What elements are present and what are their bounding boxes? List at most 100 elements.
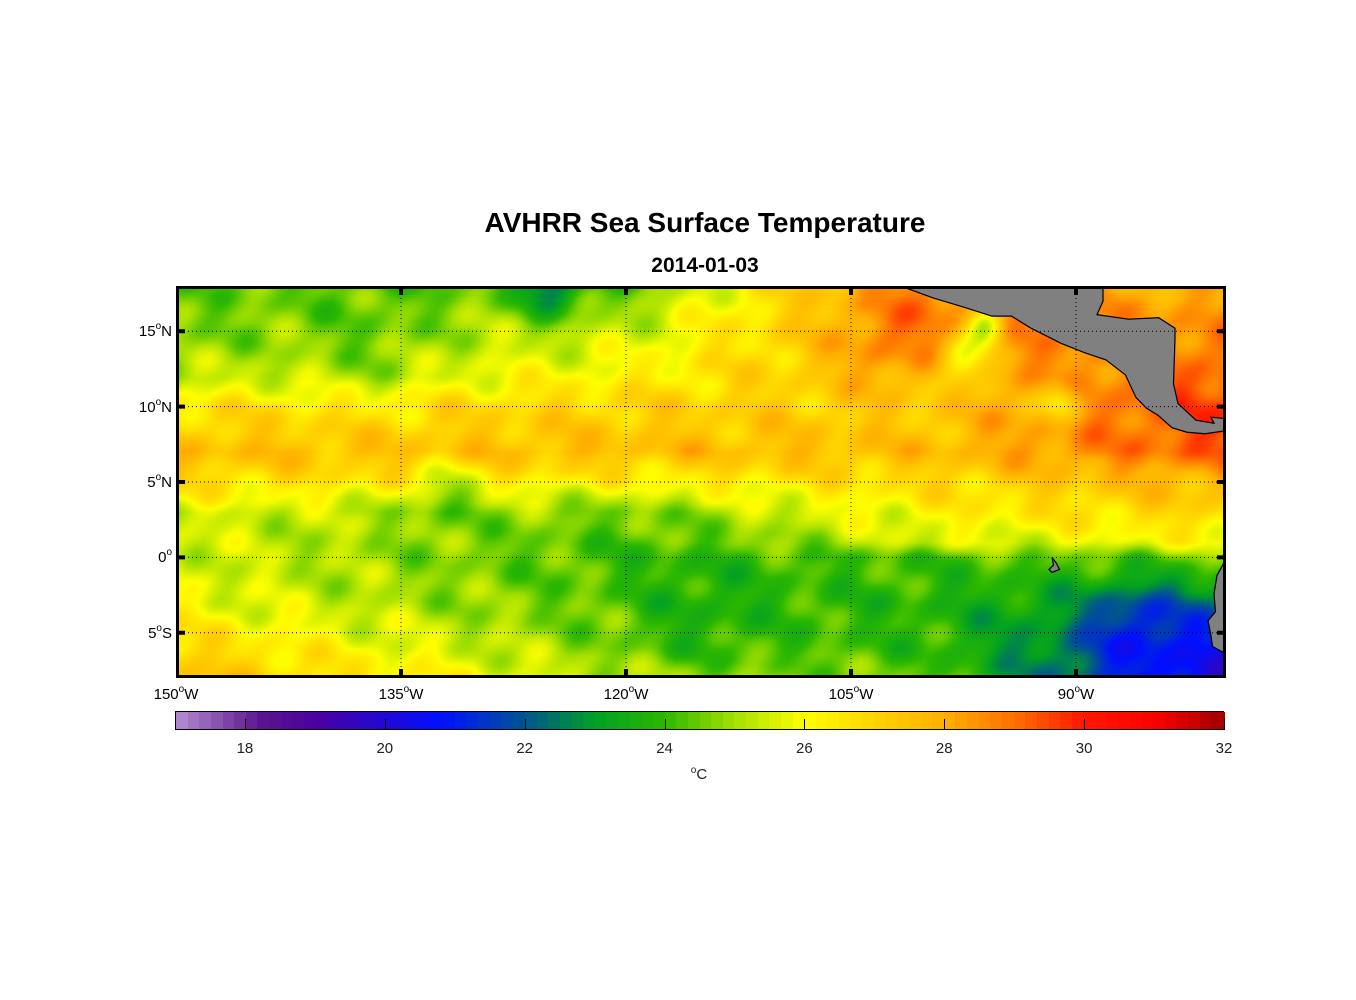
lat-tick-label: 5oN <box>147 472 172 491</box>
colorbar-segment <box>408 712 423 729</box>
colorbar-segment <box>1211 712 1226 729</box>
lon-tick-label: 105oW <box>829 684 874 703</box>
degree-sign: o <box>155 396 162 408</box>
colorbar-segment <box>1153 712 1167 729</box>
colorbar-tick-mark <box>1224 719 1225 730</box>
colorbar-tick-mark <box>664 719 666 730</box>
colorbar-segment <box>594 712 609 729</box>
lat-tick-label: 0o <box>158 547 172 566</box>
colorbar-segment <box>362 712 376 729</box>
lon-tick-label: 120oW <box>604 684 649 703</box>
colorbar-segment <box>199 712 213 729</box>
degree-sign: o <box>1074 684 1081 695</box>
colorbar-segment <box>815 712 830 729</box>
colorbar-segment <box>466 712 481 729</box>
colorbar-segment <box>571 712 586 729</box>
colorbar-segment <box>734 712 749 729</box>
tick-hemisphere: W <box>859 686 874 703</box>
colorbar-segment <box>176 712 190 729</box>
colorbar-segment <box>874 712 888 729</box>
colorbar-segment <box>978 712 993 729</box>
tick-value: 0 <box>158 549 167 567</box>
colorbar-segment <box>1095 712 1109 729</box>
tick-hemisphere: S <box>161 624 172 642</box>
colorbar-segment <box>1036 712 1051 729</box>
tick-value: 5 <box>147 474 156 491</box>
colorbar-tick-label: 32 <box>1215 740 1233 757</box>
colorbar-tick-mark <box>244 719 246 730</box>
colorbar-segment <box>431 712 446 729</box>
degree-sign: o <box>166 547 172 559</box>
colorbar-segment <box>722 712 737 729</box>
lon-tick-label: 90oW <box>1058 684 1094 703</box>
colorbar-segment <box>885 712 900 729</box>
colorbar-segment <box>618 712 632 729</box>
chart-title: AVHRR Sea Surface Temperature <box>484 207 926 238</box>
degree-sign: o <box>690 765 697 776</box>
colorbar-segment <box>757 712 772 729</box>
colorbar-segment <box>187 712 202 729</box>
tick-hemisphere: W <box>1080 686 1095 703</box>
colorbar-segment <box>780 712 795 729</box>
colorbar-segment <box>210 712 225 729</box>
colorbar-segment <box>850 712 865 729</box>
colorbar-segment <box>292 712 307 729</box>
colorbar-segment <box>478 712 493 729</box>
colorbar-segment <box>1164 712 1179 729</box>
colorbar-segment <box>839 712 853 729</box>
colorbar-segment <box>792 712 807 729</box>
colorbar-segment <box>687 712 702 729</box>
colorbar-tick-label: 20 <box>376 740 394 757</box>
central-america-land <box>900 286 1226 435</box>
colorbar-segment <box>583 712 597 729</box>
colorbar-segment <box>664 712 679 729</box>
colorbar-segment <box>897 712 911 729</box>
colorbar-segment <box>303 712 318 729</box>
tick-hemisphere: W <box>409 686 424 703</box>
degree-sign: o <box>155 472 162 483</box>
colorbar-segment <box>1176 712 1191 729</box>
colorbar-tick-label: 22 <box>516 740 533 757</box>
unit-label: C <box>696 766 708 783</box>
colorbar-segment <box>1001 712 1016 729</box>
chart-subtitle: 2014-01-03 <box>651 254 759 277</box>
colorbar-segment <box>257 712 272 729</box>
colorbar-segment <box>920 712 935 729</box>
colorbar-segment <box>746 712 760 729</box>
colorbar-segment <box>862 712 877 729</box>
colorbar-segment <box>932 712 946 729</box>
tick-hemisphere: N <box>161 323 172 341</box>
colorbar-segment <box>990 712 1005 729</box>
colorbar-tick-label: 26 <box>796 740 813 757</box>
tick-hemisphere: W <box>634 686 649 703</box>
south-america-land <box>1207 558 1226 655</box>
colorbar-segment <box>548 712 562 729</box>
colorbar-segment <box>1048 712 1063 729</box>
colorbar-segment <box>629 712 644 729</box>
degree-sign: o <box>853 684 860 695</box>
colorbar-segment <box>280 712 295 729</box>
colorbar-tick-label: 28 <box>935 740 953 757</box>
tick-value: 105 <box>828 686 854 703</box>
colorbar-segment <box>1141 712 1156 729</box>
colorbar-segment <box>1129 712 1144 729</box>
colorbar-segment <box>1025 712 1039 729</box>
colorbar-segment <box>1083 712 1098 729</box>
tick-value: 150 <box>153 686 179 703</box>
tick-value: 15 <box>138 323 156 341</box>
colorbar-segment <box>967 712 981 729</box>
colorbar-segment <box>338 712 353 729</box>
tick-value: 135 <box>378 686 404 703</box>
colorbar-segment <box>234 712 248 729</box>
colorbar-segment <box>1199 712 1214 729</box>
colorbar-tick-mark <box>804 719 806 730</box>
tick-value: 90 <box>1057 686 1075 703</box>
colorbar-tick-mark <box>524 719 526 730</box>
colorbar-segment <box>501 712 516 729</box>
colorbar-segment <box>676 712 690 729</box>
colorbar-tick-mark <box>944 719 946 730</box>
colorbar-unit: oC <box>691 765 707 783</box>
degree-sign: o <box>155 321 162 333</box>
tick-value: 5 <box>148 624 157 642</box>
colorbar-segment <box>245 712 260 729</box>
